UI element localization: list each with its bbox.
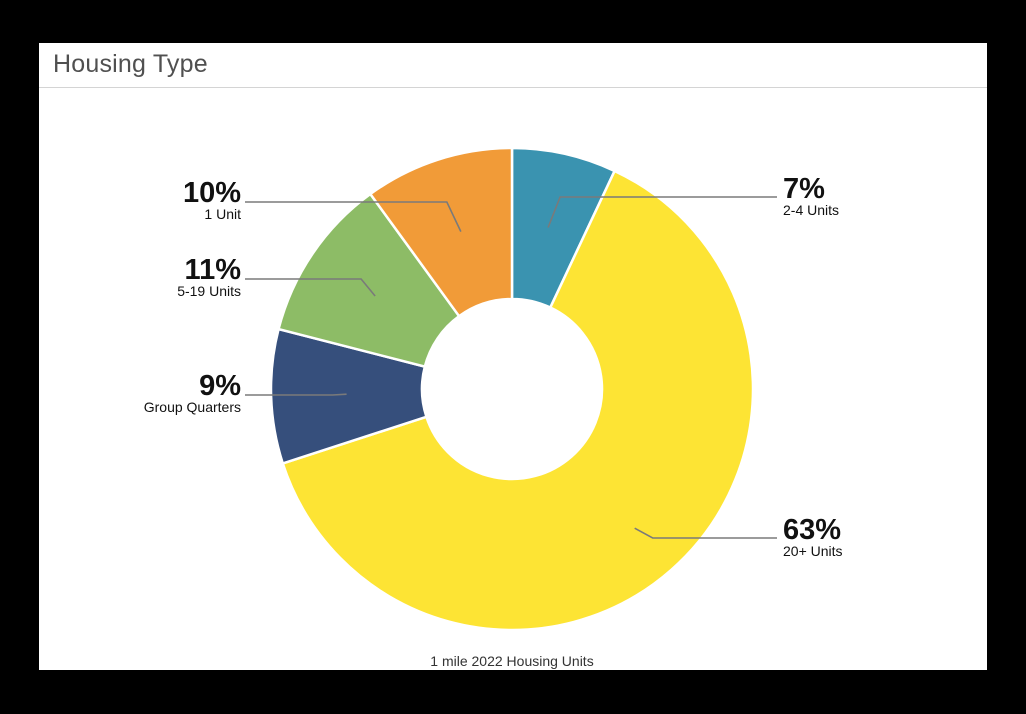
chart-caption: 1 mile 2022 Housing Units bbox=[430, 653, 593, 669]
leader-line-2-4-units bbox=[547, 196, 777, 228]
category-label-5-19-units: 5-19 Units bbox=[177, 283, 241, 299]
leader-line-20-units bbox=[634, 527, 777, 539]
labels-group: 7%2-4 Units 63%20+ Units 9%Group Quarters 1… bbox=[144, 173, 843, 559]
leader-line-group-quarters bbox=[245, 393, 347, 396]
leader-line-5-19-units bbox=[245, 278, 376, 297]
chart-panel: Housing Type 7% 2-4 Units 63% 20+ Units 9% Gr… bbox=[39, 43, 987, 670]
slice-20-units bbox=[281, 169, 755, 632]
donut-chart: 7%2-4 Units 63%20+ Units 9%Group Quarters 1… bbox=[144, 146, 843, 669]
category-label-20-units: 20+ Units bbox=[783, 543, 843, 559]
category-label-1-unit: 1 Unit bbox=[204, 206, 241, 222]
value-label-1-unit: 10% bbox=[183, 177, 241, 209]
slices-group bbox=[269, 146, 755, 632]
category-label-group-quarters: Group Quarters bbox=[144, 399, 241, 415]
value-label-5-19-units: 11% bbox=[185, 254, 242, 286]
slice-5-19-units bbox=[277, 192, 461, 369]
category-label-2-4-units: 2-4 Units bbox=[783, 202, 839, 218]
value-label-group-quarters: 9% bbox=[199, 370, 241, 402]
panel-title: Housing Type bbox=[53, 50, 208, 78]
panel-header: Housing Type bbox=[39, 43, 987, 88]
slice-1-unit bbox=[368, 146, 514, 318]
value-label-2-4-units: 7% bbox=[783, 173, 825, 205]
leader-line-1-unit bbox=[245, 201, 462, 232]
value-label-20-units: 63% bbox=[783, 514, 841, 546]
leader-lines-group bbox=[245, 196, 777, 539]
